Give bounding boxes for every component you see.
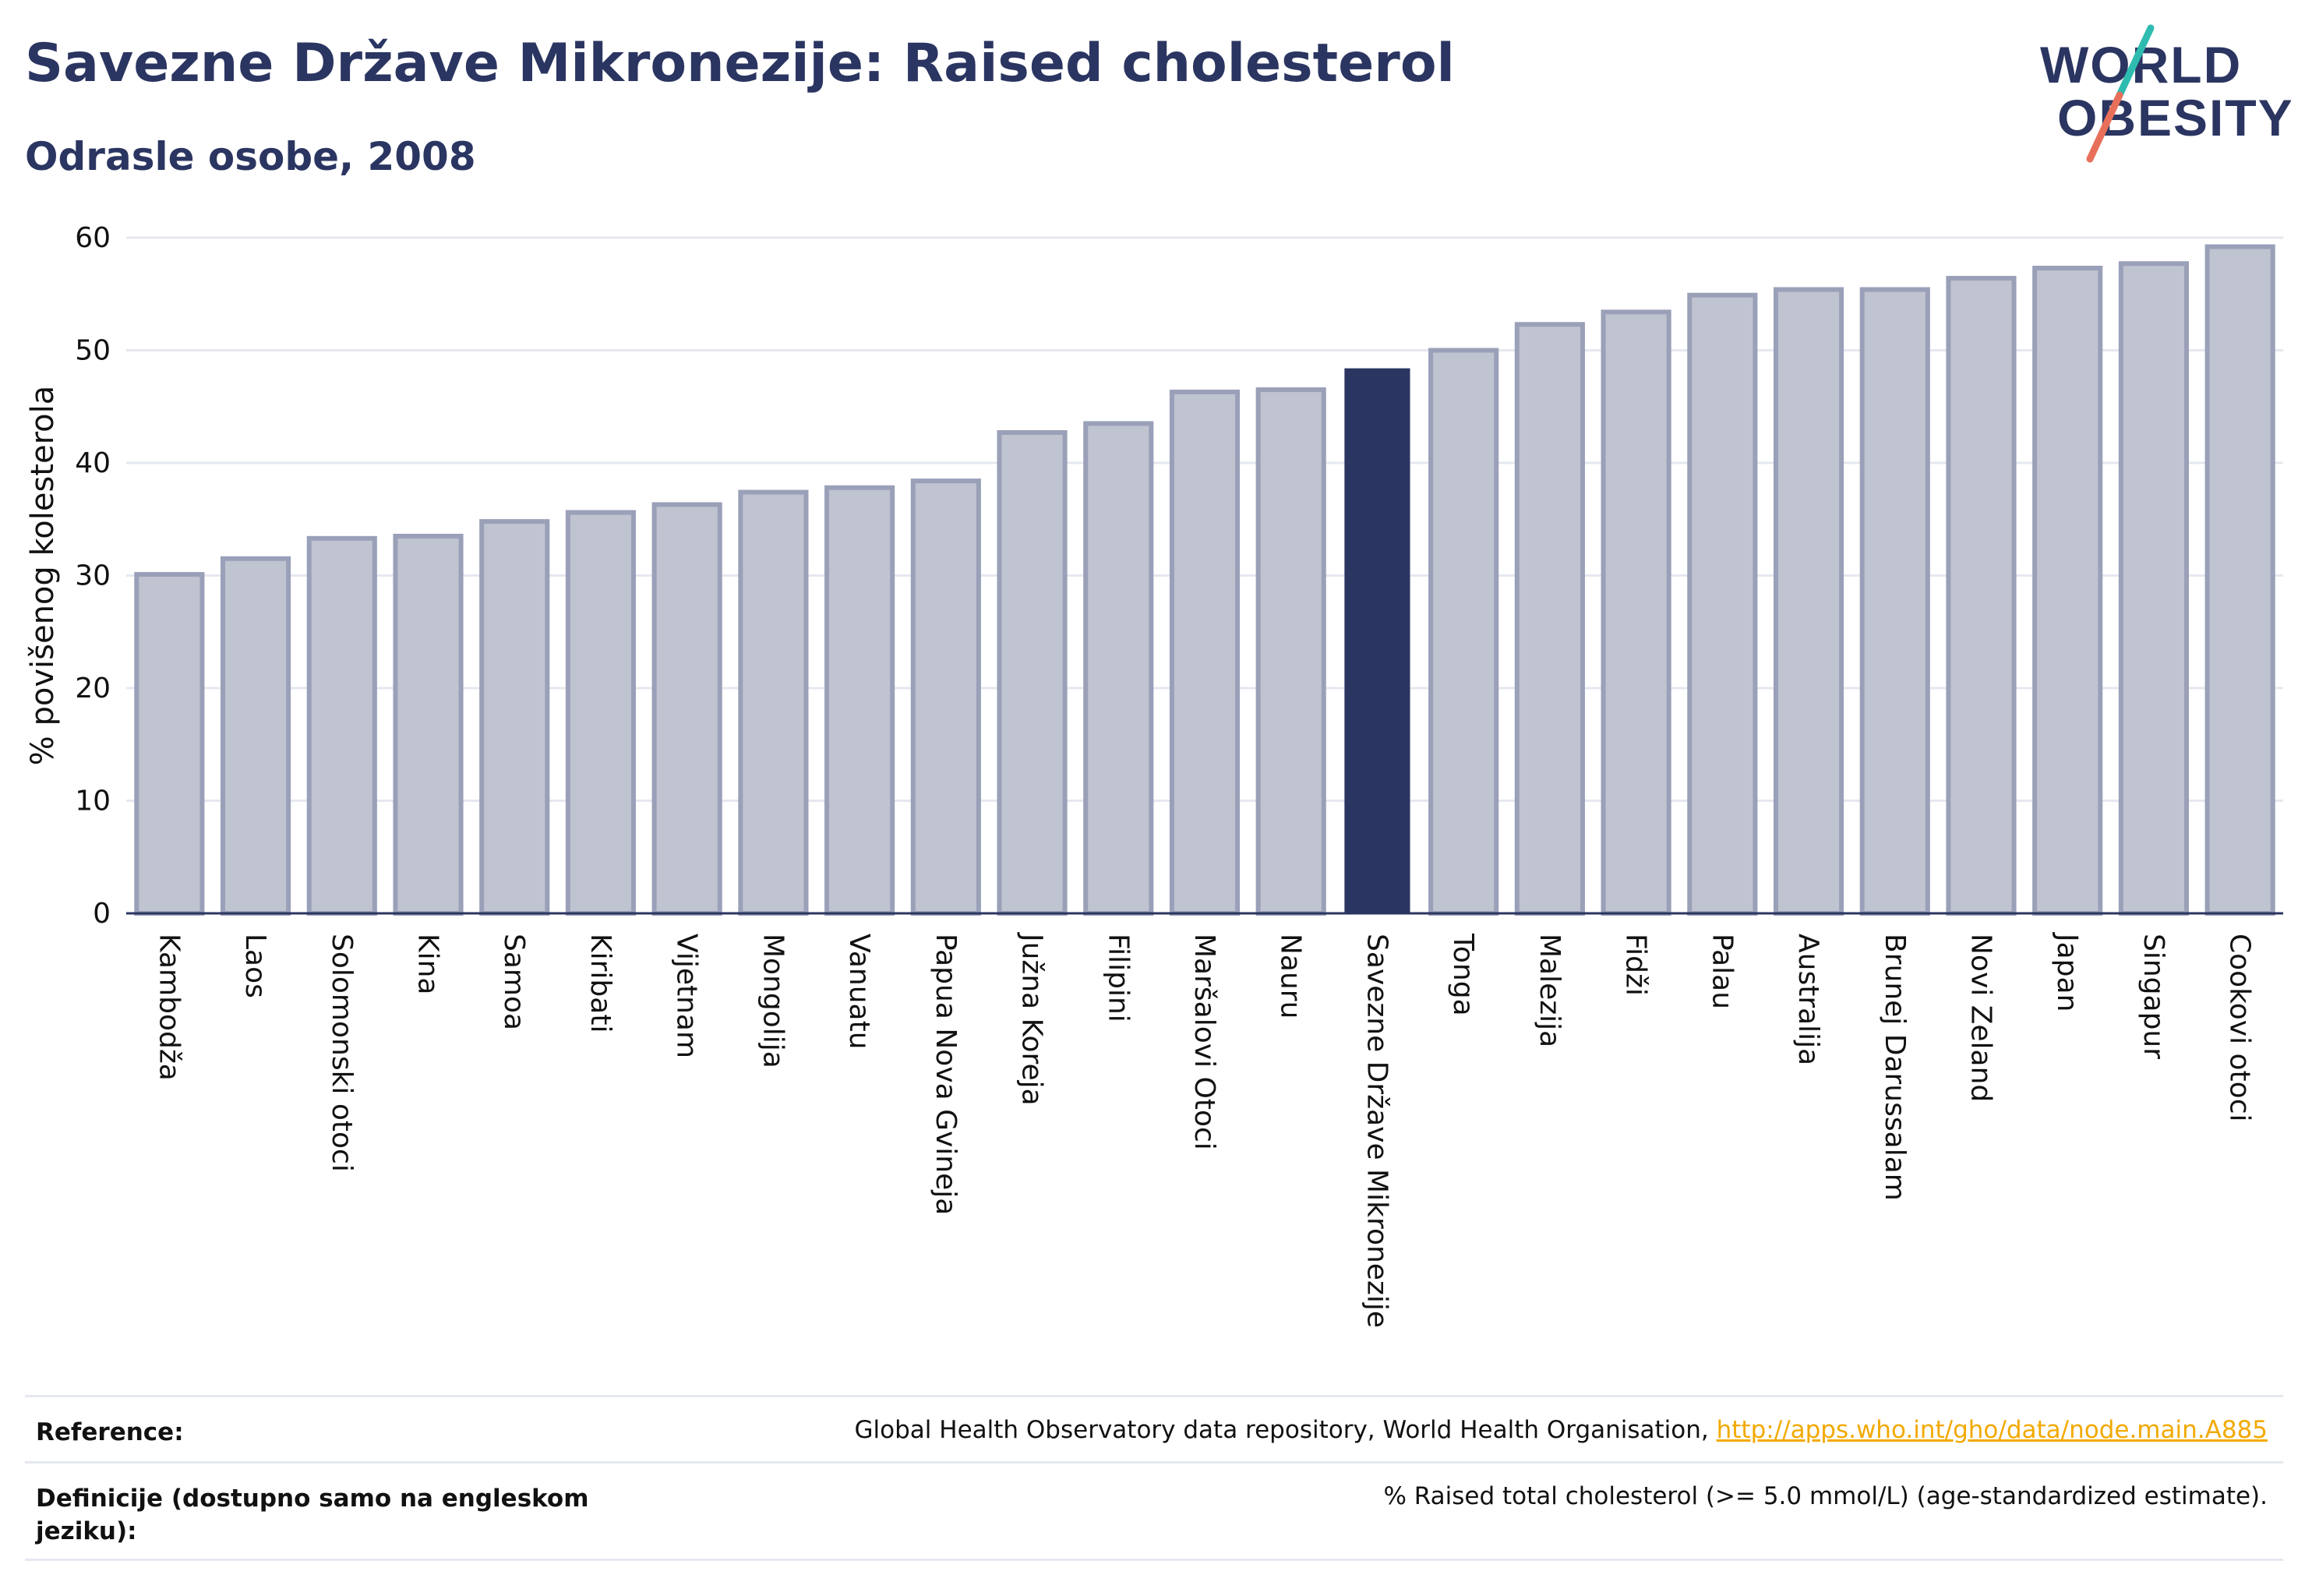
bar (651, 502, 722, 916)
y-tick-label: 0 (93, 898, 111, 930)
chart-subtitle: Odrasle osobe, 2008 (25, 134, 476, 179)
bar (1773, 287, 1844, 916)
bar (910, 478, 981, 916)
x-tick-label: Tonga (1447, 933, 1479, 1016)
definition-row: Definicije (dostupno samo na engleskom j… (25, 1461, 2283, 1561)
y-axis-label: % povišenog kolesterola (25, 386, 61, 765)
bar (1859, 287, 1930, 916)
x-tick-label: Singapur (2137, 934, 2169, 1059)
bar (824, 485, 895, 916)
y-tick-label: 40 (75, 447, 111, 479)
definition-label: Definicije (dostupno samo na engleskom j… (36, 1485, 589, 1545)
bar (479, 519, 550, 916)
logo-slash-coral (2086, 91, 2123, 163)
chart-title: Savezne Države Mikronezije: Raised chole… (25, 33, 1455, 94)
x-tick-label: Savezne Države Mikronezije (1361, 934, 1393, 1328)
bar (1169, 389, 1241, 916)
bar-highlight (1344, 368, 1410, 913)
x-tick-label: Mongolija (757, 934, 789, 1068)
x-tick-label: Južna Koreja (1016, 932, 1048, 1106)
bar (221, 556, 291, 916)
x-tick-label: Kina (412, 934, 444, 995)
bar (2118, 261, 2189, 916)
x-tick-label: Kiribati (584, 934, 616, 1033)
bar-chart: 0 10 20 30 40 50 60 % povišenog kolesterola Kamb… (25, 222, 2283, 1328)
x-tick-label: Malezija (1534, 934, 1565, 1047)
bar (1946, 276, 2017, 916)
x-tick-label: Cookovi otoci (2224, 934, 2256, 1122)
bar (306, 535, 377, 916)
x-tick-label: Palau (1706, 934, 1738, 1009)
x-tick-label: Kambodža (153, 934, 185, 1081)
reference-row: Reference: Global Health Observatory dat… (25, 1395, 2283, 1461)
x-tick-label: Filipini (1102, 934, 1134, 1022)
logo-word-obesity: OBESITY (2057, 89, 2291, 147)
x-tick-label: Novi Zeland (1964, 934, 1996, 1102)
bar (997, 429, 1068, 916)
x-tick-label: Solomonski otoci (326, 934, 358, 1172)
x-tick-label: Maršalovi Otoci (1188, 934, 1220, 1150)
x-tick-label: Vijetnam (671, 934, 703, 1058)
bar (565, 510, 637, 916)
y-tick-label: 10 (75, 786, 111, 817)
reference-value: Global Health Observatory data repositor… (855, 1416, 2268, 1444)
bar (2032, 266, 2103, 916)
footer-table: Reference: Global Health Observatory dat… (25, 1395, 2283, 1561)
y-tick-label: 20 (75, 673, 111, 704)
bar (1255, 387, 1326, 916)
x-tick-label: Japan (2051, 932, 2083, 1012)
y-tick-label: 60 (75, 222, 111, 254)
bar (393, 533, 464, 916)
logo-slash-teal (2116, 24, 2155, 99)
y-tick-label: 30 (75, 560, 111, 592)
x-tick-label: Brunej Darussalam (1879, 934, 1911, 1201)
y-tick-label: 50 (75, 335, 111, 367)
x-tick-label: Fidži (1620, 934, 1652, 996)
bar (1514, 322, 1585, 916)
x-tick-label: Australija (1792, 934, 1824, 1065)
reference-text: Global Health Observatory data repositor… (854, 1416, 1717, 1444)
x-tick-label: Nauru (1275, 934, 1307, 1019)
reference-label: Reference: (36, 1418, 184, 1446)
world-obesity-logo: WORLD OBESITY (2040, 24, 2291, 163)
bar (738, 489, 809, 916)
bar (1428, 348, 1499, 916)
bar (2204, 244, 2275, 916)
x-tick-label: Vanuatu (843, 934, 875, 1050)
x-tick-label: Samoa (498, 934, 530, 1030)
definition-value: % Raised total cholesterol (>= 5.0 mmol/… (1383, 1482, 2268, 1510)
bar (1601, 309, 1671, 916)
bar (1687, 292, 1758, 916)
x-tick-label: Papua Nova Gvineja (930, 934, 962, 1215)
bar (1083, 421, 1154, 916)
x-tick-label: Laos (239, 934, 271, 998)
reference-link[interactable]: http://apps.who.int/gho/data/node.main.A… (1716, 1416, 2268, 1444)
bar (134, 572, 205, 916)
